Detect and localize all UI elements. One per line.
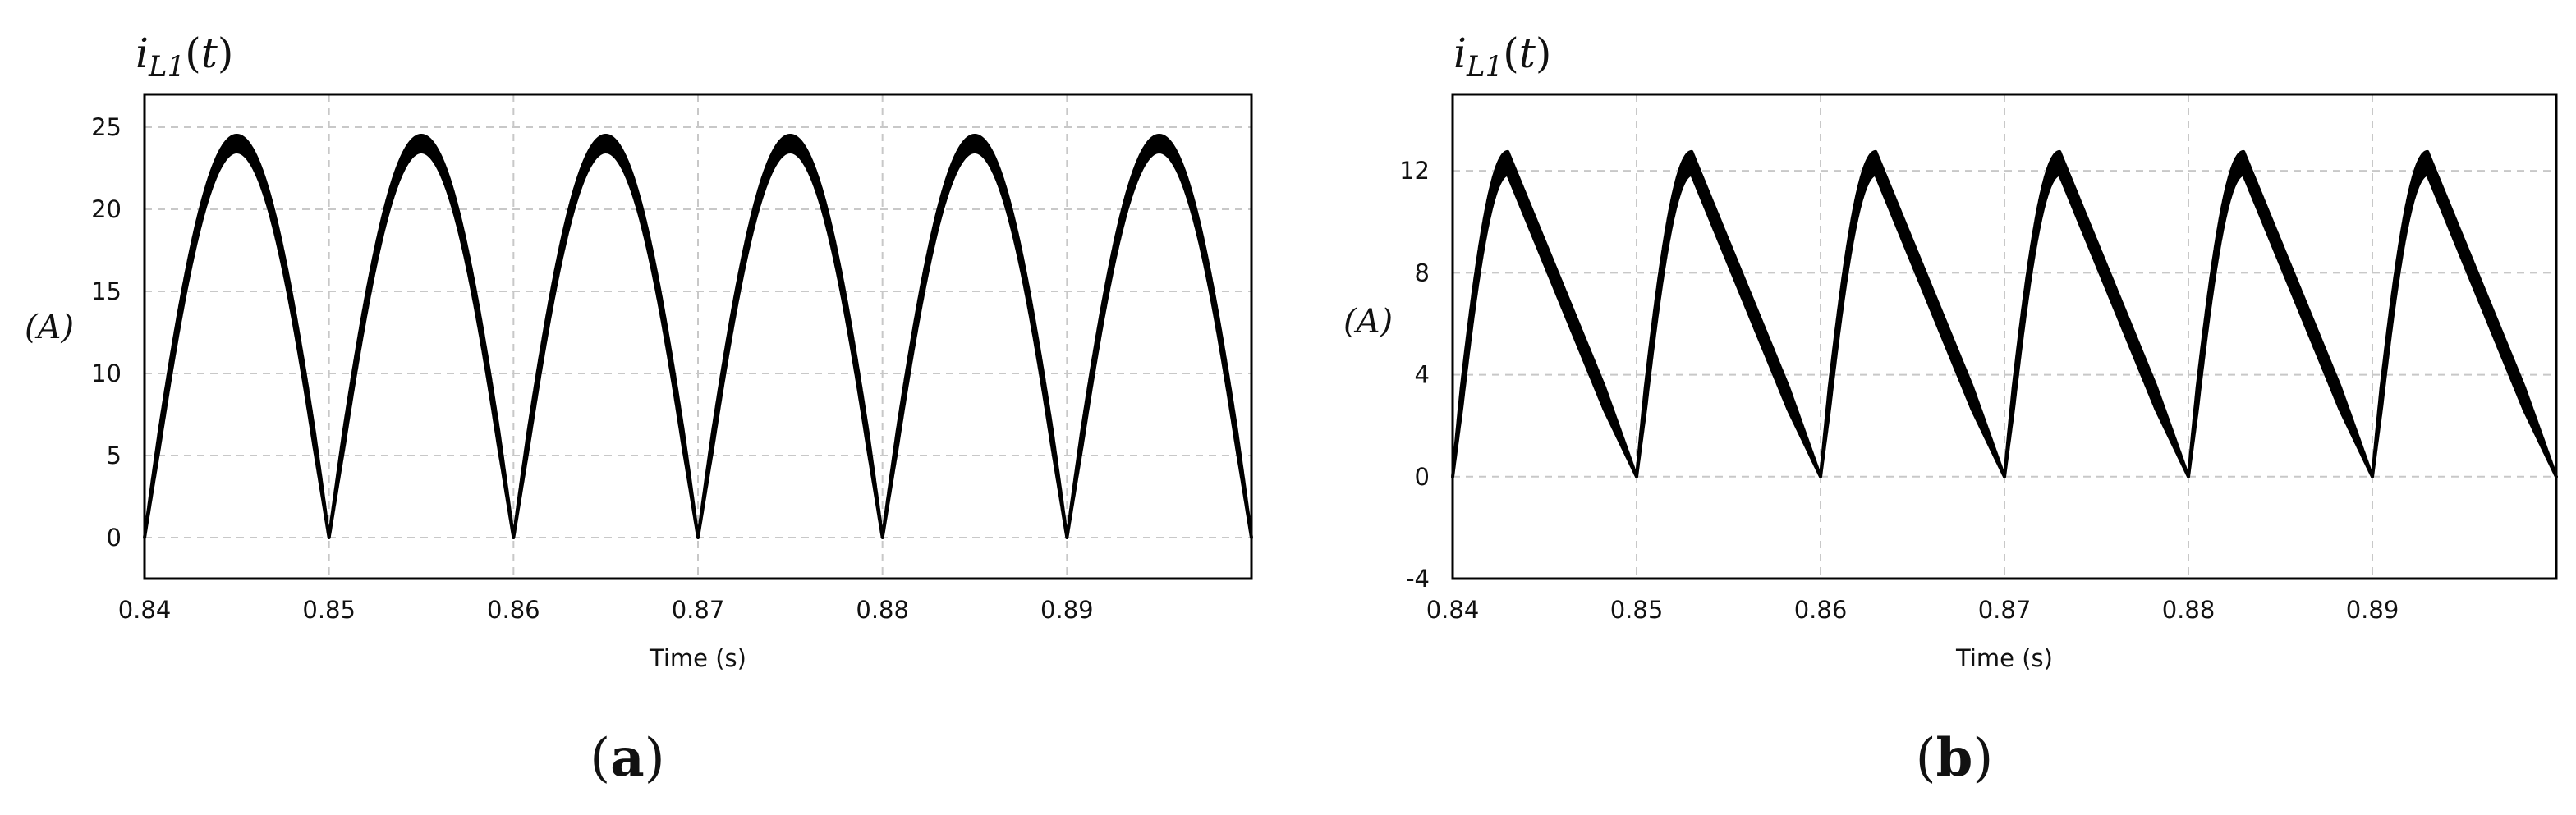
x-tick-label: 0.88 <box>856 596 909 624</box>
x-axis-title: Time (s) <box>1955 644 2053 672</box>
plot-frame <box>143 93 1253 580</box>
panel-label: (b) <box>1916 727 1994 789</box>
y-axis-title: iL1(t) <box>1453 30 1551 83</box>
plot-frame <box>1451 93 2558 580</box>
y-tick-label: 5 <box>107 442 122 469</box>
x-tick-label: 0.84 <box>1426 596 1480 624</box>
x-tick-label: 0.85 <box>1610 596 1664 624</box>
x-tick-label: 0.89 <box>2346 596 2399 624</box>
x-tick-label: 0.84 <box>118 596 172 624</box>
y-unit-label: (A) <box>25 309 74 346</box>
x-tick-label: 0.86 <box>1794 596 1848 624</box>
y-tick-label: -4 <box>1406 565 1430 593</box>
y-axis-title: iL1(t) <box>135 30 233 83</box>
y-tick-label: 4 <box>1415 361 1430 389</box>
chart-panel-b: 0.84 0.85 0.86 0.87 0.88 0.89 -4 0 4 8 12 Time (s) i… <box>1343 30 2558 789</box>
y-tick-label: 12 <box>1399 157 1430 185</box>
x-tick-label: 0.87 <box>672 596 725 624</box>
y-tick-label: 0 <box>107 524 122 552</box>
x-tick-label: 0.85 <box>302 596 356 624</box>
y-tick-label: 20 <box>91 195 122 223</box>
y-tick-label: 25 <box>91 113 122 141</box>
x-tick-label: 0.87 <box>1978 596 2032 624</box>
y-unit-label: (A) <box>1343 303 1393 341</box>
y-tick-label: 15 <box>91 277 122 305</box>
y-tick-label: 10 <box>91 359 122 387</box>
x-tick-label: 0.88 <box>2162 596 2216 624</box>
panel-label: (a) <box>590 727 664 789</box>
y-tick-label: 8 <box>1415 259 1430 286</box>
chart-panel-a: 0.84 0.85 0.86 0.87 0.88 0.89 0 5 10 15 20 25 Time (… <box>25 30 1253 789</box>
y-tick-label: 0 <box>1415 463 1430 491</box>
x-tick-label: 0.86 <box>487 596 540 624</box>
x-axis-title: Time (s) <box>649 644 746 672</box>
x-tick-label: 0.89 <box>1040 596 1094 624</box>
